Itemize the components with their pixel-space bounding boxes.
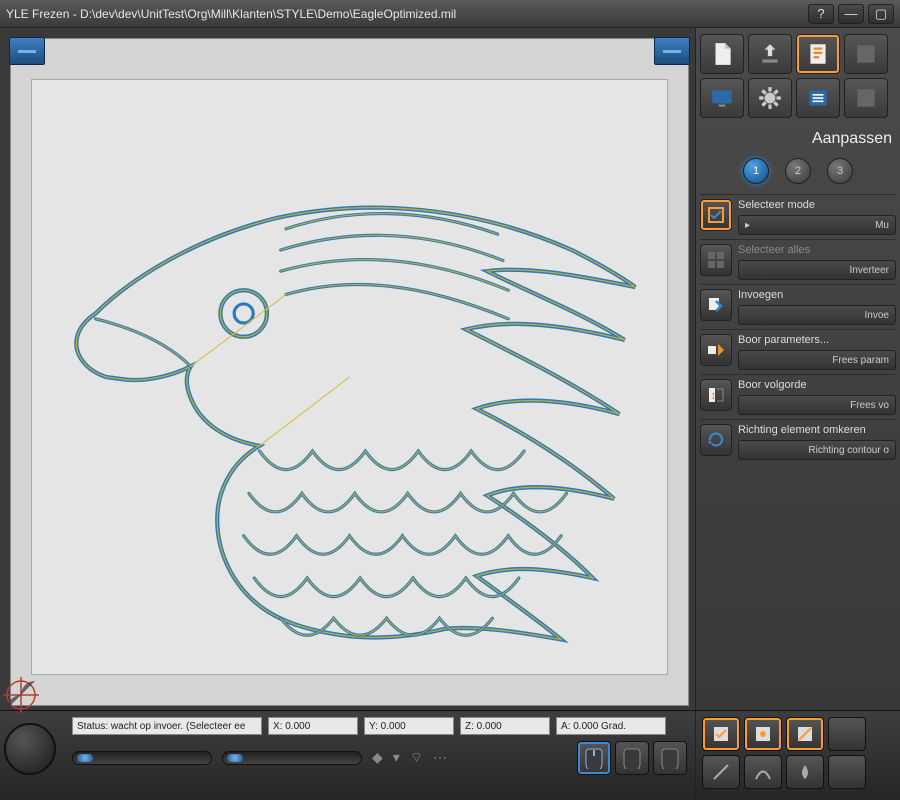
status-fields: Status: wacht op invoer. (Selecteer ee X…	[72, 717, 687, 735]
select-all-icon[interactable]	[700, 244, 732, 276]
wifi-icon[interactable]: ⌔	[410, 749, 423, 767]
statusbar: Status: wacht op invoer. (Selecteer ee X…	[0, 710, 900, 800]
feed-slider[interactable]	[72, 751, 212, 765]
select-mode-icon[interactable]	[700, 199, 732, 231]
readout-a: A: 0.000 Grad.	[556, 717, 666, 735]
insert-label: Invoegen	[738, 289, 896, 303]
drill-order-label: Boor volgorde	[738, 379, 896, 393]
drawing-frame	[31, 79, 668, 675]
sr-btn-2[interactable]	[744, 717, 782, 751]
mini-icons: ◆ ▾ ⌔ ⋯	[372, 749, 447, 767]
drill-params-sub[interactable]: Frees param	[738, 350, 896, 370]
dots-icon[interactable]: ⋯	[433, 749, 447, 767]
reverse-sub[interactable]: Richting contour o	[738, 440, 896, 460]
tool-edit-page[interactable]	[796, 34, 840, 74]
tool-extra-2[interactable]	[844, 78, 888, 118]
main-row: Aanpassen 1 2 3 Selecteer mode ▸Mu	[0, 28, 900, 710]
mouse-mode-buttons	[577, 741, 687, 775]
diamond-icon[interactable]: ◆	[372, 749, 383, 767]
minimize-button[interactable]: —	[838, 4, 864, 24]
tool-extra-1[interactable]	[844, 34, 888, 74]
insert-icon[interactable]	[700, 289, 732, 321]
row-drill-params: Boor parameters... Frees param	[700, 329, 896, 374]
panel-title: Aanpassen	[696, 122, 900, 152]
row-reverse: Richting element omkeren Richting contou…	[700, 419, 896, 464]
sr-btn-3[interactable]	[786, 717, 824, 751]
titlebar: YLE Frezen - D:\dev\dev\UnitTest\Org\Mil…	[0, 0, 900, 28]
sr-btn-5[interactable]	[828, 755, 866, 789]
readout-x: X: 0.000	[268, 717, 358, 735]
tool-screen[interactable]	[700, 78, 744, 118]
mouse-mode-1[interactable]	[577, 741, 611, 775]
sr-btn-arc[interactable]	[744, 755, 782, 789]
select-mode-sub[interactable]: ▸Mu	[738, 215, 896, 235]
drill-params-icon[interactable]	[700, 334, 732, 366]
row-select-all: Selecteer alles Inverteer	[700, 239, 896, 284]
readout-z: Z: 0.000	[460, 717, 550, 735]
canvas[interactable]	[10, 38, 689, 706]
app-window: YLE Frezen - D:\dev\dev\UnitTest\Org\Mil…	[0, 0, 900, 800]
status-text: Status: wacht op invoer. (Selecteer ee	[72, 717, 262, 735]
eagle-drawing	[32, 80, 667, 674]
status-left: Status: wacht op invoer. (Selecteer ee X…	[64, 711, 695, 800]
drill-order-icon[interactable]: 1	[700, 379, 732, 411]
tool-new-file[interactable]	[700, 34, 744, 74]
maximize-button[interactable]: ▢	[868, 4, 894, 24]
svg-text:1: 1	[711, 391, 716, 401]
tool-import[interactable]	[748, 34, 792, 74]
toolbar-top	[696, 28, 900, 122]
drill-order-sub[interactable]: Frees vo	[738, 395, 896, 415]
canvas-area	[0, 28, 695, 710]
origin-marker-icon	[1, 675, 41, 715]
mouse-mode-3[interactable]	[653, 741, 687, 775]
status-right	[695, 711, 900, 800]
sr-btn-1[interactable]	[702, 717, 740, 751]
reverse-icon[interactable]	[700, 424, 732, 456]
readout-y: Y: 0.000	[364, 717, 454, 735]
step-1[interactable]: 1	[743, 158, 769, 184]
tool-gear[interactable]	[748, 78, 792, 118]
speed-slider[interactable]	[222, 751, 362, 765]
sidebar: Aanpassen 1 2 3 Selecteer mode ▸Mu	[695, 28, 900, 710]
step-2[interactable]: 2	[785, 158, 811, 184]
step-3[interactable]: 3	[827, 158, 853, 184]
canvas-tab-right[interactable]	[654, 37, 690, 65]
help-button[interactable]: ?	[808, 4, 834, 24]
mouse-mode-2[interactable]	[615, 741, 649, 775]
window-title: YLE Frezen - D:\dev\dev\UnitTest\Org\Mil…	[6, 7, 804, 21]
property-list: Selecteer mode ▸Mu Selecteer alles Inver…	[696, 194, 900, 710]
tool-list[interactable]	[796, 78, 840, 118]
select-all-label: Selecteer alles	[738, 244, 896, 258]
jog-dial[interactable]	[4, 723, 56, 775]
select-mode-label: Selecteer mode	[738, 199, 896, 213]
insert-sub[interactable]: Invoe	[738, 305, 896, 325]
step-indicator: 1 2 3	[696, 152, 900, 194]
row-insert: Invoegen Invoe	[700, 284, 896, 329]
sr-btn-line[interactable]	[702, 755, 740, 789]
reverse-label: Richting element omkeren	[738, 424, 896, 438]
row-drill-order: 1 Boor volgorde Frees vo	[700, 374, 896, 419]
canvas-tab-left[interactable]	[9, 37, 45, 65]
slider-row: ◆ ▾ ⌔ ⋯	[72, 741, 687, 775]
down-icon[interactable]: ▾	[393, 749, 400, 767]
drill-params-label: Boor parameters...	[738, 334, 896, 348]
select-all-sub[interactable]: Inverteer	[738, 260, 896, 280]
row-select-mode: Selecteer mode ▸Mu	[700, 194, 896, 239]
sr-btn-4[interactable]	[828, 717, 866, 751]
sr-btn-drop[interactable]	[786, 755, 824, 789]
